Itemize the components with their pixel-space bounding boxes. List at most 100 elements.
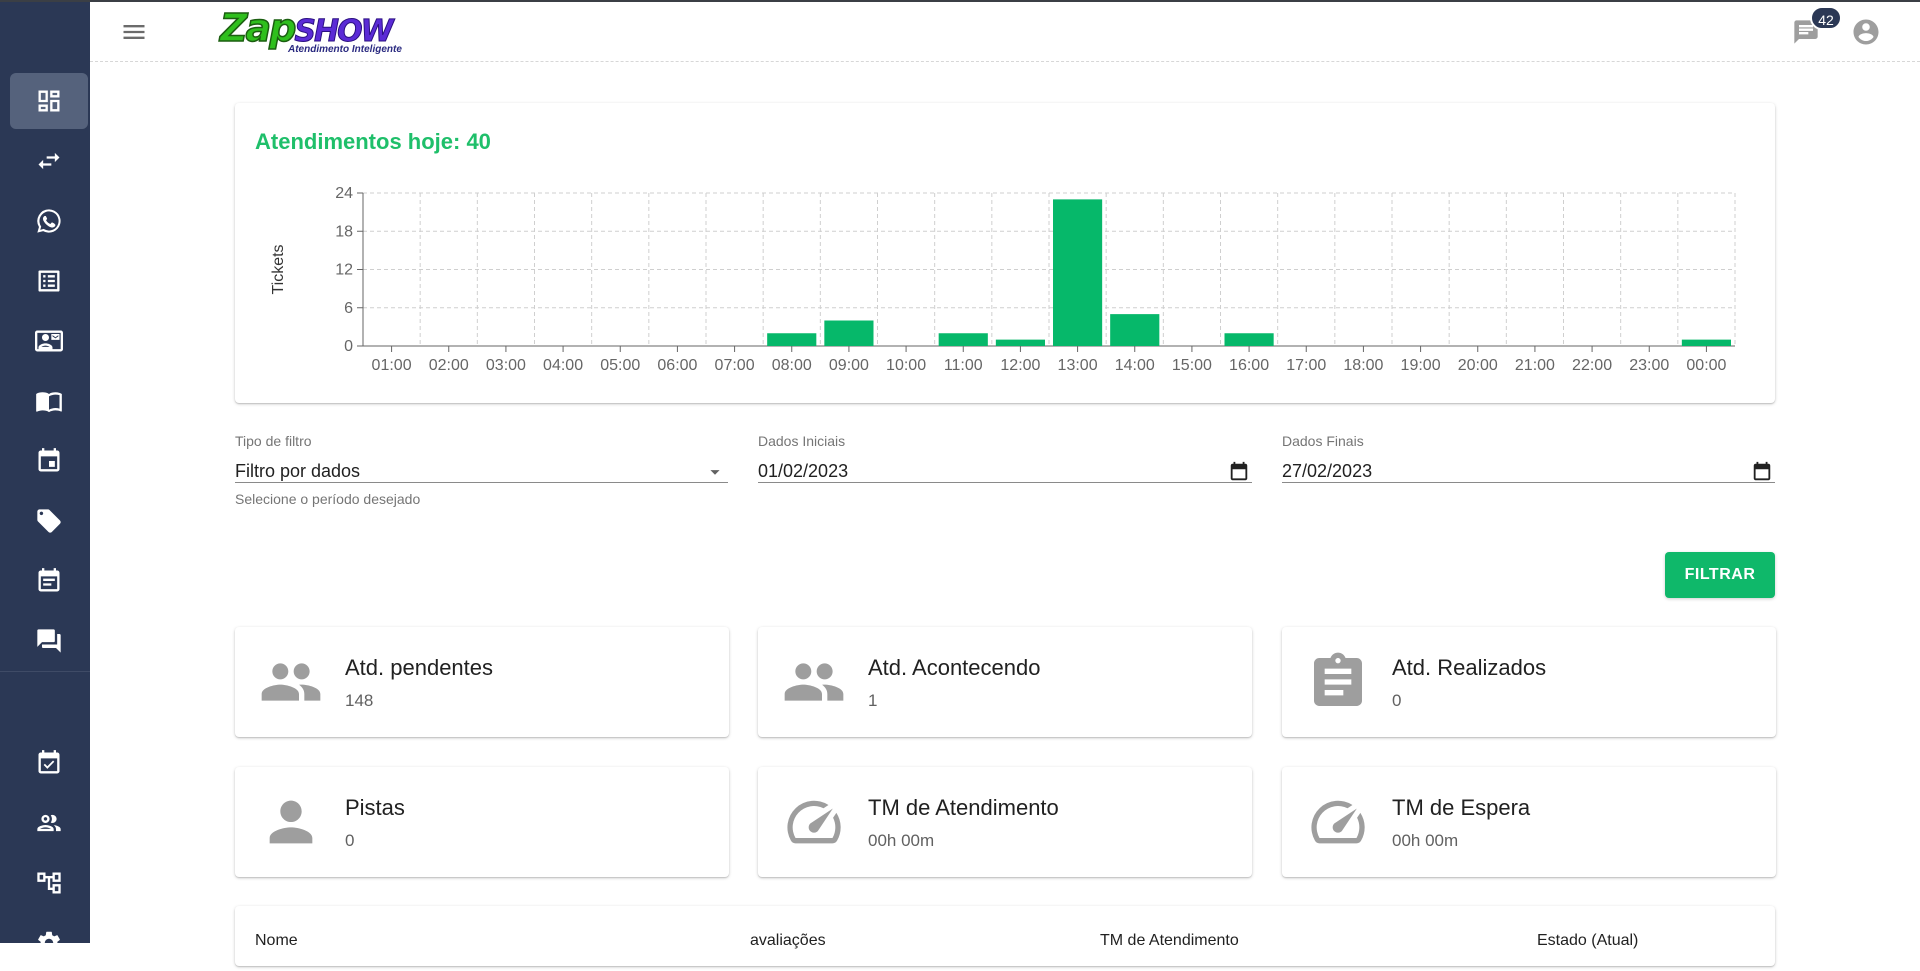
sidebar-item-dashboard[interactable] [10, 73, 88, 129]
chart-bar [938, 333, 988, 346]
start-date-value: 01/02/2023 [758, 461, 849, 481]
tickets-bar-chart: 0 6 12 18 24 01:00 02:00 03:00 04:00 05:00 06:00 07… [270, 185, 1736, 374]
chart-bar [767, 333, 817, 346]
logo-tagline: Atendimento Inteligente [288, 44, 402, 55]
sidebar-divider [0, 671, 90, 672]
sidebar-item-chats[interactable] [10, 613, 88, 669]
group-icon [780, 652, 848, 712]
x-tick-label: 00:00 [1686, 357, 1726, 374]
x-tick-label: 11:00 [944, 357, 983, 374]
stat-title: Pistas [345, 795, 405, 820]
account-circle-icon [1853, 19, 1879, 45]
sidebar-item-events[interactable] [10, 553, 88, 609]
y-tick-label: 12 [335, 262, 353, 279]
calendar-picker-icon[interactable] [1228, 461, 1250, 483]
speedometer-icon [780, 792, 848, 852]
end-date-value: 27/02/2023 [1282, 461, 1373, 481]
zapshow-logo: ZapSHOW Atendimento Inteligente [219, 5, 402, 56]
stat-value: 00h 00m [1392, 831, 1459, 850]
group-icon [257, 652, 325, 712]
chart-bar [1681, 339, 1731, 346]
x-tick-label: 10:00 [886, 357, 926, 374]
event-note-icon [38, 568, 60, 592]
attendants-table: Nome avaliações TM de Atendimento Estado… [235, 906, 1775, 966]
stat-title: TM de Espera [1392, 795, 1531, 820]
stat-title: Atd. pendentes [345, 655, 494, 680]
table-header-name[interactable]: Nome [255, 932, 298, 949]
x-tick-label: 14:00 [1115, 357, 1155, 374]
contact-card-icon [35, 330, 63, 352]
start-date-field: Dados Iniciais 01/02/2023 [758, 433, 1252, 493]
top-app-bar: ZapSHOW Atendimento Inteligente 42 [90, 2, 1920, 62]
start-date-input[interactable]: 01/02/2023 [758, 451, 1252, 483]
calendar-picker-icon[interactable] [1751, 461, 1773, 483]
menu-button[interactable] [118, 16, 150, 48]
account-button[interactable] [1850, 16, 1882, 48]
logo-text-show: SHOW [294, 14, 394, 50]
users-icon [37, 814, 61, 832]
x-tick-label: 17:00 [1286, 357, 1326, 374]
filter-type-field: Tipo de filtro Filtro por dados Selecion… [235, 433, 728, 523]
end-date-field: Dados Finais 27/02/2023 [1282, 433, 1775, 493]
x-tick-label: 21:00 [1515, 357, 1555, 374]
chart-bar [995, 339, 1045, 346]
hierarchy-icon [37, 872, 61, 894]
sidebar-item-queues[interactable] [10, 855, 88, 911]
forum-icon [37, 629, 61, 653]
y-axis-label: Tickets [270, 244, 287, 294]
speedometer-icon [1304, 792, 1372, 852]
x-tick-label: 15:00 [1172, 357, 1212, 374]
x-tick-label: 19:00 [1401, 357, 1441, 374]
sidebar [0, 2, 90, 955]
sidebar-item-tasks[interactable] [10, 735, 88, 791]
stat-card-leads: Pistas 0 [235, 767, 729, 877]
x-tick-label: 06:00 [657, 357, 697, 374]
stat-title: Atd. Realizados [1392, 655, 1547, 680]
book-icon [36, 392, 62, 413]
notifications-button[interactable] [1790, 16, 1822, 48]
transfer-icon [38, 152, 60, 170]
whatsapp-icon [37, 209, 61, 233]
stat-title: TM de Atendimento [868, 795, 1059, 820]
filter-button[interactable]: FILTRAR [1665, 552, 1775, 598]
sidebar-item-tickets[interactable] [10, 253, 88, 309]
x-tick-label: 05:00 [600, 357, 640, 374]
dashboard-icon [38, 90, 60, 112]
x-tick-label: 18:00 [1343, 357, 1383, 374]
chat-icon [1794, 20, 1818, 44]
sidebar-item-transfer[interactable] [10, 133, 88, 189]
stat-value: 0 [1392, 691, 1402, 710]
x-tick-label: 20:00 [1458, 357, 1498, 374]
x-tick-label: 09:00 [829, 357, 869, 374]
table-header-ratings[interactable]: avaliações [750, 932, 826, 949]
y-tick-label: 6 [344, 300, 353, 317]
sidebar-item-quick-answers[interactable] [10, 373, 88, 429]
filter-type-select[interactable]: Filtro por dados [235, 451, 728, 483]
sidebar-item-connections[interactable] [10, 193, 88, 249]
list-icon [38, 270, 60, 292]
sidebar-item-contacts[interactable] [10, 313, 88, 369]
stat-card-avg-service-time: TM de Atendimento 00h 00m [758, 767, 1252, 877]
person-icon [257, 792, 325, 852]
sidebar-item-tags[interactable] [10, 493, 88, 549]
tag-icon [37, 509, 61, 533]
x-tick-label: 16:00 [1229, 357, 1269, 374]
x-tick-label: 01:00 [372, 357, 412, 374]
table-header-status[interactable]: Estado (Atual) [1537, 932, 1639, 949]
chart-bar [1224, 333, 1274, 346]
x-tick-label: 13:00 [1058, 357, 1098, 374]
sidebar-item-settings[interactable] [10, 915, 88, 971]
stat-value: 0 [345, 831, 355, 850]
x-tick-label: 23:00 [1629, 357, 1669, 374]
x-tick-label: 02:00 [429, 357, 469, 374]
end-date-input[interactable]: 27/02/2023 [1282, 451, 1775, 483]
filter-type-label: Tipo de filtro [235, 433, 312, 449]
sidebar-item-users[interactable] [10, 795, 88, 851]
event-check-icon [38, 750, 60, 774]
sidebar-item-schedules[interactable] [10, 433, 88, 489]
table-header-avg-time[interactable]: TM de Atendimento [1100, 932, 1239, 949]
tickets-chart-card: Atendimentos hoje: 40 0 6 12 18 24 01:00 02:00… [235, 103, 1775, 403]
logo-text-zap: Zap [219, 5, 297, 51]
y-tick-label: 0 [344, 338, 353, 355]
y-tick-label: 18 [335, 223, 353, 240]
